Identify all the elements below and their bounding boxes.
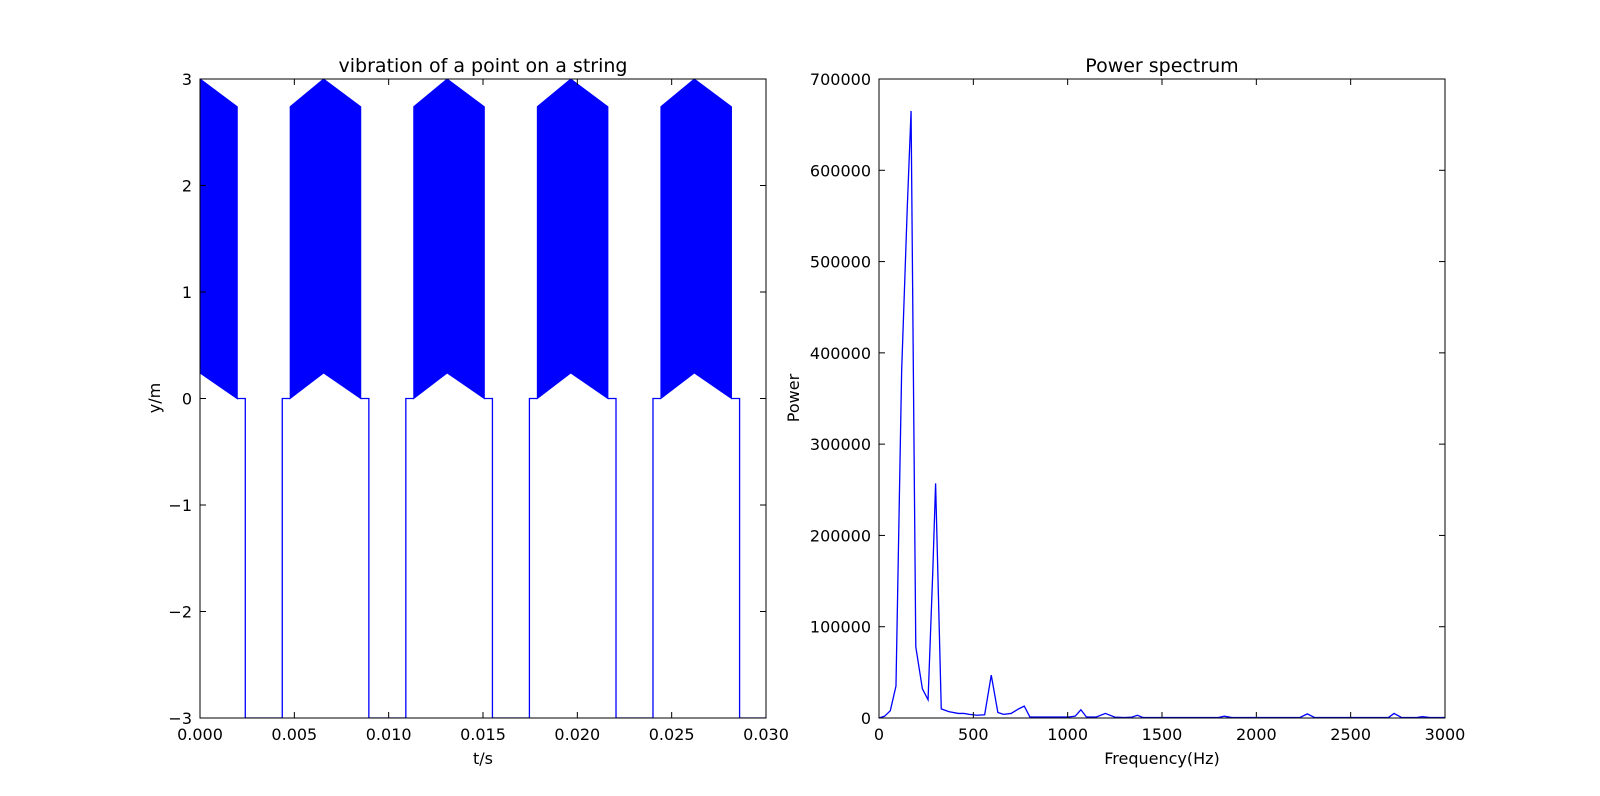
right-x-tick-label: 2000	[1236, 725, 1277, 744]
right-y-tick-label: 300000	[810, 435, 871, 454]
left-y-tick-label: 2	[182, 177, 192, 196]
right-subplot: Power spectrum 0 500 1000 1500 2000 2500 3000 …	[784, 55, 1465, 768]
power-spectrum-line	[878, 110, 1445, 719]
vibration-band	[908, 79, 979, 399]
right-y-tick-label: 100000	[810, 618, 871, 637]
left-chart-title: vibration of a point on a string	[339, 55, 628, 77]
right-plot-area	[878, 110, 1445, 719]
left-x-tick-label: 0.005	[271, 725, 317, 744]
vibration-band	[289, 79, 362, 400]
vibration-trough-line	[237, 397, 766, 718]
vibration-band-start	[200, 79, 238, 400]
left-x-axis-label: t/s	[473, 749, 493, 768]
left-y-tick-label: −1	[168, 496, 192, 515]
right-y-ticks: 0 100000 200000 300000 400000 500000 600000 700…	[810, 70, 1445, 728]
left-plot-area	[200, 79, 979, 718]
left-x-ticks: 0.000 0.005 0.010 0.015 0.020 0.025 0.030	[177, 79, 789, 744]
right-x-tick-label: 3000	[1425, 725, 1466, 744]
right-x-tick-label: 0	[874, 725, 884, 744]
left-y-tick-label: 1	[182, 283, 192, 302]
right-x-axis-label: Frequency(Hz)	[1104, 749, 1220, 768]
right-y-tick-label: 700000	[810, 70, 871, 89]
right-axes-frame	[878, 78, 1446, 719]
right-y-tick-label: 500000	[810, 253, 871, 272]
right-y-axis-label: Power	[784, 373, 803, 422]
vibration-band	[536, 79, 609, 400]
left-series-group	[200, 79, 979, 718]
vibration-band	[413, 79, 485, 400]
left-x-tick-label: 0.025	[649, 725, 695, 744]
right-y-tick-label: 0	[861, 709, 871, 728]
left-x-tick-label: 0.010	[366, 725, 412, 744]
left-x-tick-label: 0.015	[460, 725, 506, 744]
left-x-tick-label: 0.000	[177, 725, 223, 744]
left-x-tick-label: 0.020	[554, 725, 600, 744]
right-x-tick-label: 500	[958, 725, 989, 744]
left-y-tick-label: 0	[182, 390, 192, 409]
left-y-tick-label: 3	[182, 70, 192, 89]
right-x-tick-label: 2500	[1330, 725, 1371, 744]
right-chart-title: Power spectrum	[1085, 55, 1238, 77]
right-x-tick-label: 1500	[1142, 725, 1183, 744]
left-x-tick-label: 0.030	[743, 725, 789, 744]
vibration-band	[660, 79, 732, 400]
left-y-tick-label: −2	[168, 603, 192, 622]
right-y-tick-label: 400000	[810, 344, 871, 363]
left-y-axis-label: y/m	[145, 383, 164, 413]
right-x-ticks: 0 500 1000 1500 2000 2500 3000	[874, 79, 1465, 744]
left-subplot: vibration of a point on a string 0.000 0.…	[145, 55, 979, 768]
right-y-tick-label: 600000	[810, 161, 871, 180]
left-y-ticks: −3 −2 −1 0 1 2 3	[168, 70, 766, 728]
left-y-tick-label: −3	[168, 709, 192, 728]
right-x-tick-label: 1000	[1047, 725, 1088, 744]
right-y-tick-label: 200000	[810, 526, 871, 545]
